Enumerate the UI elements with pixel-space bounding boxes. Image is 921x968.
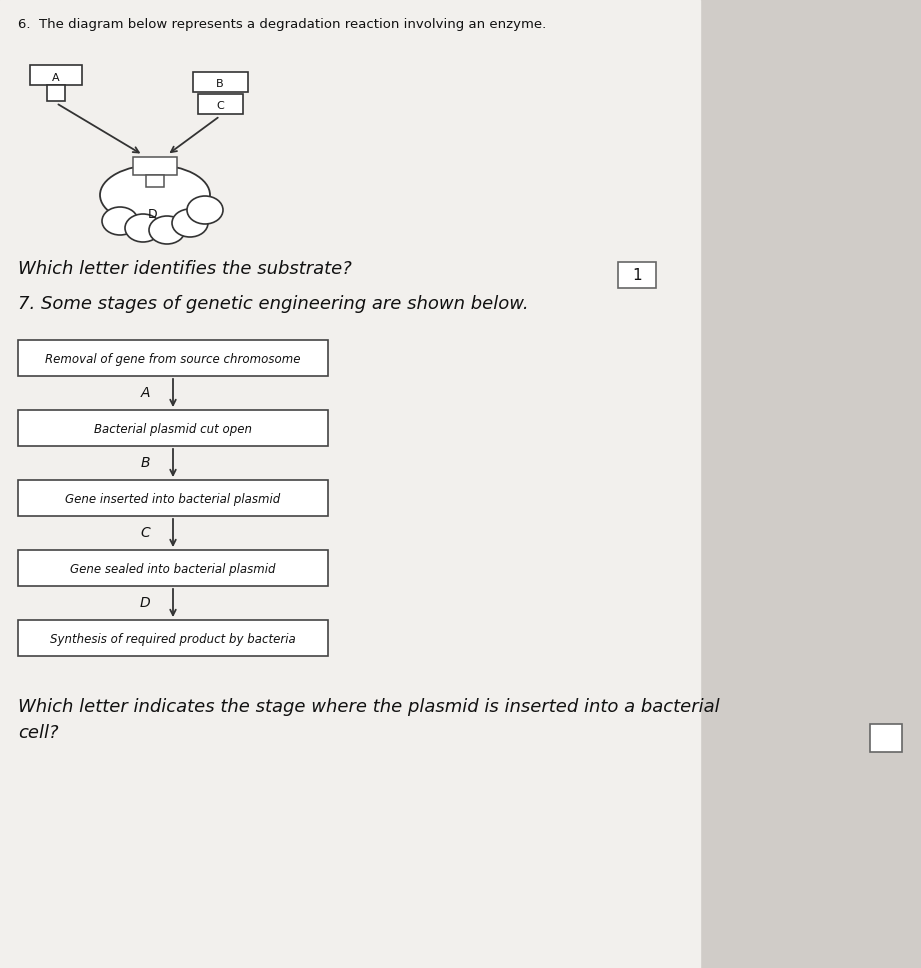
Bar — [193, 72, 248, 92]
Text: C: C — [140, 526, 150, 540]
Bar — [870, 724, 902, 752]
Ellipse shape — [187, 196, 223, 224]
Text: Removal of gene from source chromosome: Removal of gene from source chromosome — [45, 353, 301, 367]
Bar — [18, 480, 328, 516]
Bar — [618, 262, 656, 288]
Text: 7. Some stages of genetic engineering are shown below.: 7. Some stages of genetic engineering ar… — [18, 295, 529, 313]
Bar — [18, 620, 328, 656]
Text: Gene sealed into bacterial plasmid: Gene sealed into bacterial plasmid — [70, 563, 275, 577]
Text: 1: 1 — [632, 267, 642, 283]
Text: B: B — [140, 456, 150, 470]
Ellipse shape — [102, 207, 138, 235]
Ellipse shape — [172, 209, 208, 237]
Ellipse shape — [125, 214, 161, 242]
Text: C: C — [216, 101, 224, 111]
Text: cell?: cell? — [18, 724, 59, 742]
Text: A: A — [140, 386, 150, 400]
Bar — [0, 0, 700, 968]
Ellipse shape — [149, 216, 185, 244]
Bar — [30, 65, 82, 85]
Bar — [198, 94, 243, 114]
Text: Synthesis of required product by bacteria: Synthesis of required product by bacteri… — [50, 633, 296, 647]
Bar — [133, 157, 177, 175]
Bar — [18, 340, 328, 376]
Text: Which letter indicates the stage where the plasmid is inserted into a bacterial: Which letter indicates the stage where t… — [18, 698, 719, 716]
Text: Bacterial plasmid cut open: Bacterial plasmid cut open — [94, 424, 252, 437]
Text: B: B — [216, 79, 224, 89]
Bar — [146, 175, 164, 187]
Text: Which letter identifies the substrate?: Which letter identifies the substrate? — [18, 260, 352, 278]
Text: D: D — [140, 596, 150, 610]
Bar — [18, 550, 328, 586]
Bar — [47, 85, 65, 101]
Text: 6.  The diagram below represents a degradation reaction involving an enzyme.: 6. The diagram below represents a degrad… — [18, 18, 546, 31]
Ellipse shape — [100, 165, 210, 225]
Text: Gene inserted into bacterial plasmid: Gene inserted into bacterial plasmid — [65, 494, 281, 506]
Text: A: A — [52, 73, 60, 83]
Text: D: D — [148, 208, 157, 222]
Bar — [18, 410, 328, 446]
